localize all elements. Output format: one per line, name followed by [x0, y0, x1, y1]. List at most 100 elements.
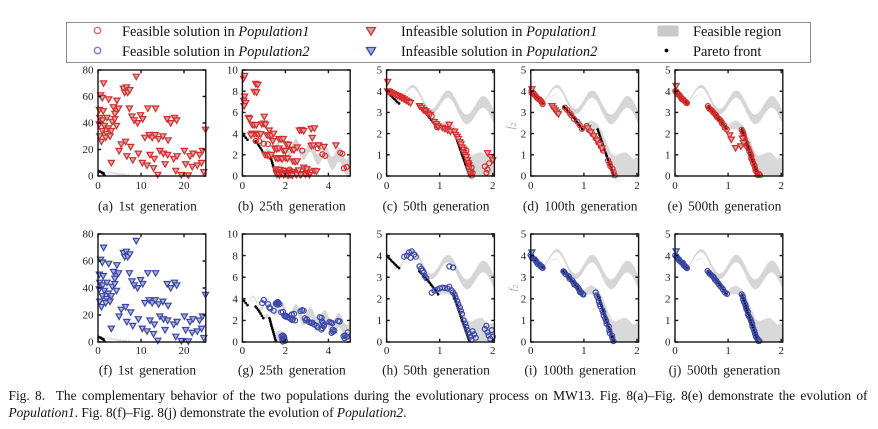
svg-text:0: 0 [377, 337, 383, 349]
svg-text:4: 4 [377, 86, 383, 98]
svg-text:Infeasible solution in Populat: Infeasible solution in Population2 [401, 44, 597, 60]
svg-text:0: 0 [88, 171, 94, 183]
svg-text:40: 40 [83, 283, 95, 295]
svg-text:4: 4 [326, 180, 332, 192]
svg-text:10: 10 [136, 345, 148, 357]
svg-text:20: 20 [179, 345, 191, 357]
svg-text:1: 1 [665, 150, 671, 162]
svg-text:8: 8 [232, 86, 238, 98]
svg-text:3: 3 [665, 107, 671, 119]
svg-text:4: 4 [665, 250, 671, 262]
svg-text:20: 20 [83, 144, 95, 156]
svg-text:2: 2 [377, 294, 383, 306]
svg-text:Feasible region: Feasible region [693, 24, 781, 40]
svg-text:0: 0 [528, 345, 534, 357]
svg-text:10: 10 [227, 65, 239, 77]
svg-text:2: 2 [232, 315, 238, 327]
svg-text:0: 0 [232, 171, 238, 183]
svg-text:5: 5 [665, 229, 671, 241]
svg-text:5: 5 [521, 65, 527, 77]
svg-text:80: 80 [83, 229, 95, 241]
svg-text:2: 2 [521, 128, 527, 140]
svg-text:2: 2 [377, 128, 383, 140]
svg-text:0: 0 [95, 345, 101, 357]
svg-text:3: 3 [521, 107, 527, 119]
svg-text:2: 2 [634, 345, 640, 357]
svg-text:1: 1 [377, 150, 383, 162]
svg-text:4: 4 [377, 250, 383, 262]
svg-text:20: 20 [83, 310, 95, 322]
svg-text:f2: f2 [506, 122, 518, 129]
svg-text:0: 0 [377, 171, 383, 183]
svg-text:1: 1 [725, 180, 731, 192]
svg-text:0: 0 [528, 180, 534, 192]
svg-text:3: 3 [665, 272, 671, 284]
svg-text:Feasible solution in Populatio: Feasible solution in Population2 [122, 44, 309, 60]
svg-text:3: 3 [521, 272, 527, 284]
svg-text:2: 2 [778, 180, 784, 192]
svg-text:1: 1 [581, 345, 587, 357]
svg-text:3: 3 [377, 107, 383, 119]
svg-text:0: 0 [672, 180, 678, 192]
svg-text:10: 10 [227, 229, 239, 241]
svg-text:1: 1 [521, 315, 527, 327]
svg-text:(a) 1st generation: (a) 1st generation [98, 199, 197, 214]
svg-text:60: 60 [83, 256, 95, 268]
svg-text:2: 2 [521, 294, 527, 306]
svg-text:1: 1 [437, 345, 443, 357]
svg-text:2: 2 [232, 150, 238, 162]
svg-text:0: 0 [240, 180, 246, 192]
svg-text:1: 1 [377, 315, 383, 327]
svg-text:0: 0 [240, 345, 246, 357]
svg-text:4: 4 [665, 86, 671, 98]
svg-text:0: 0 [88, 337, 94, 349]
svg-text:5: 5 [665, 65, 671, 77]
svg-text:40: 40 [83, 118, 95, 130]
svg-text:(d) 100th generation: (d) 100th generation [523, 199, 638, 214]
svg-text:2: 2 [490, 345, 496, 357]
svg-text:80: 80 [83, 65, 95, 77]
svg-text:6: 6 [232, 272, 238, 284]
svg-text:4: 4 [521, 86, 527, 98]
svg-text:(h) 50th generation: (h) 50th generation [382, 363, 490, 378]
svg-text:4: 4 [232, 294, 238, 306]
svg-text:4: 4 [326, 345, 332, 357]
svg-text:2: 2 [665, 128, 671, 140]
svg-text:0: 0 [521, 171, 527, 183]
svg-text:10: 10 [136, 180, 148, 192]
svg-text:Feasible solution in Populatio: Feasible solution in Population1 [122, 24, 309, 40]
svg-text:5: 5 [377, 229, 383, 241]
svg-text:f2: f2 [508, 284, 520, 291]
svg-text:(j) 500th generation: (j) 500th generation [669, 363, 781, 378]
svg-text:0: 0 [665, 171, 671, 183]
svg-text:20: 20 [179, 180, 191, 192]
svg-text:4: 4 [521, 250, 527, 262]
svg-text:3: 3 [377, 272, 383, 284]
svg-text:1: 1 [437, 180, 443, 192]
svg-text:(g) 25th generation: (g) 25th generation [238, 363, 346, 378]
svg-text:0: 0 [232, 337, 238, 349]
svg-text:1: 1 [581, 180, 587, 192]
svg-text:(i) 100th generation: (i) 100th generation [524, 363, 636, 378]
svg-text:2: 2 [665, 294, 671, 306]
svg-text:0: 0 [521, 337, 527, 349]
svg-text:(b) 25th generation: (b) 25th generation [238, 199, 346, 214]
svg-text:5: 5 [377, 65, 383, 77]
svg-text:0: 0 [665, 337, 671, 349]
svg-text:8: 8 [232, 250, 238, 262]
svg-text:2: 2 [283, 345, 289, 357]
svg-text:0: 0 [672, 345, 678, 357]
svg-text:(c) 50th generation: (c) 50th generation [382, 199, 489, 214]
svg-text:1: 1 [521, 150, 527, 162]
svg-text:Pareto front: Pareto front [693, 44, 761, 60]
svg-text:0: 0 [384, 180, 390, 192]
svg-text:(f) 1st generation: (f) 1st generation [99, 363, 197, 378]
svg-text:(e) 500th generation: (e) 500th generation [667, 199, 781, 214]
svg-text:0: 0 [384, 345, 390, 357]
svg-text:5: 5 [521, 229, 527, 241]
svg-text:4: 4 [232, 128, 238, 140]
svg-text:1: 1 [665, 315, 671, 327]
svg-text:6: 6 [232, 107, 238, 119]
svg-text:60: 60 [83, 91, 95, 103]
svg-text:Infeasible solution in Populat: Infeasible solution in Population1 [401, 24, 597, 40]
